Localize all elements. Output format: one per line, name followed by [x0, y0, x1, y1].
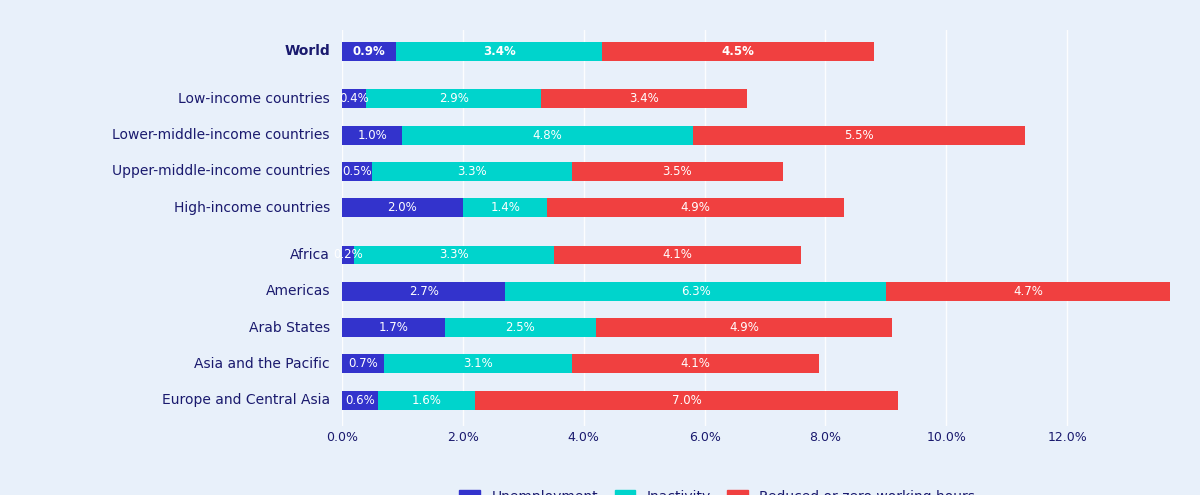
- Bar: [354, 246, 553, 264]
- Text: 3.5%: 3.5%: [662, 165, 692, 178]
- Text: 4.1%: 4.1%: [680, 357, 710, 370]
- Bar: [402, 126, 692, 145]
- Bar: [372, 162, 571, 181]
- Text: 1.0%: 1.0%: [358, 129, 388, 142]
- Bar: [342, 246, 354, 264]
- Bar: [445, 318, 596, 337]
- Text: 4.9%: 4.9%: [680, 201, 710, 214]
- Text: 1.6%: 1.6%: [412, 394, 442, 407]
- Bar: [342, 126, 402, 145]
- Bar: [475, 391, 898, 410]
- Text: World: World: [284, 45, 330, 58]
- Bar: [366, 89, 541, 108]
- Text: High-income countries: High-income countries: [174, 200, 330, 215]
- Text: 4.1%: 4.1%: [662, 248, 692, 261]
- Text: Europe and Central Asia: Europe and Central Asia: [162, 393, 330, 407]
- Bar: [342, 282, 505, 301]
- Bar: [505, 282, 886, 301]
- Bar: [378, 391, 475, 410]
- Bar: [396, 42, 602, 61]
- Bar: [342, 162, 372, 181]
- Bar: [384, 354, 571, 373]
- Bar: [342, 391, 378, 410]
- Bar: [547, 198, 844, 217]
- Bar: [463, 198, 547, 217]
- Bar: [571, 162, 784, 181]
- Text: 0.4%: 0.4%: [340, 92, 368, 105]
- Bar: [596, 318, 892, 337]
- Text: Asia and the Pacific: Asia and the Pacific: [194, 357, 330, 371]
- Text: 0.5%: 0.5%: [342, 165, 372, 178]
- Text: 3.4%: 3.4%: [629, 92, 659, 105]
- Text: 4.5%: 4.5%: [721, 45, 755, 58]
- Text: Arab States: Arab States: [248, 321, 330, 335]
- Text: 3.3%: 3.3%: [439, 248, 469, 261]
- Bar: [553, 246, 802, 264]
- Legend: Unemployment, Inactivity, Reduced or zero working hours: Unemployment, Inactivity, Reduced or zer…: [454, 484, 980, 495]
- Bar: [342, 89, 366, 108]
- Text: 5.5%: 5.5%: [844, 129, 874, 142]
- Text: 4.9%: 4.9%: [728, 321, 758, 334]
- Bar: [886, 282, 1170, 301]
- Text: 1.7%: 1.7%: [378, 321, 408, 334]
- Bar: [342, 42, 396, 61]
- Bar: [342, 318, 445, 337]
- Text: 2.7%: 2.7%: [409, 285, 438, 298]
- Text: 1.4%: 1.4%: [491, 201, 520, 214]
- Bar: [541, 89, 746, 108]
- Text: Americas: Americas: [265, 284, 330, 298]
- Text: Low-income countries: Low-income countries: [179, 92, 330, 106]
- Text: 2.5%: 2.5%: [505, 321, 535, 334]
- Text: 4.7%: 4.7%: [1013, 285, 1043, 298]
- Text: 0.9%: 0.9%: [353, 45, 385, 58]
- Bar: [692, 126, 1025, 145]
- Bar: [602, 42, 874, 61]
- Text: 2.0%: 2.0%: [388, 201, 418, 214]
- Text: 6.3%: 6.3%: [680, 285, 710, 298]
- Text: 0.6%: 0.6%: [346, 394, 376, 407]
- Text: Africa: Africa: [290, 248, 330, 262]
- Text: Upper-middle-income countries: Upper-middle-income countries: [112, 164, 330, 178]
- Text: 3.4%: 3.4%: [482, 45, 516, 58]
- Text: 0.2%: 0.2%: [334, 248, 362, 261]
- Text: 4.8%: 4.8%: [533, 129, 563, 142]
- Text: 2.9%: 2.9%: [439, 92, 469, 105]
- Text: 3.1%: 3.1%: [463, 357, 493, 370]
- Text: Lower-middle-income countries: Lower-middle-income countries: [113, 128, 330, 142]
- Text: 0.7%: 0.7%: [348, 357, 378, 370]
- Text: 7.0%: 7.0%: [672, 394, 701, 407]
- Bar: [342, 198, 463, 217]
- Text: 3.3%: 3.3%: [457, 165, 487, 178]
- Bar: [571, 354, 820, 373]
- Bar: [342, 354, 384, 373]
